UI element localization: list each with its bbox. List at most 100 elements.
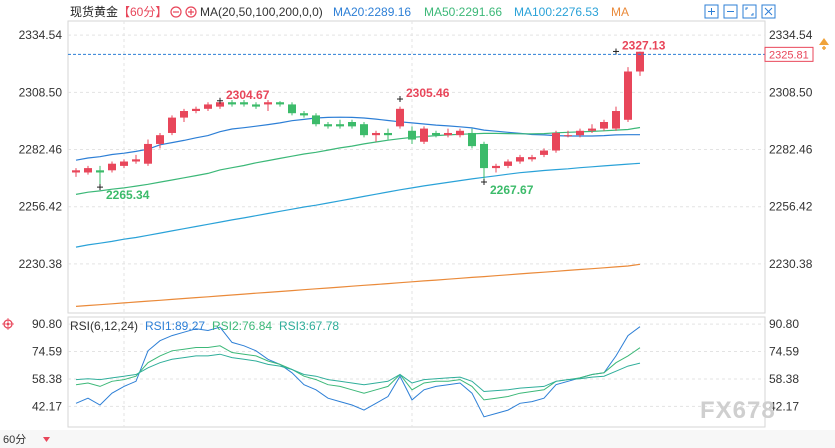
candle xyxy=(156,132,164,149)
candle xyxy=(588,124,596,133)
candle xyxy=(312,113,320,127)
candle xyxy=(564,130,572,138)
ma-line-ma20 xyxy=(75,116,640,161)
candle-body xyxy=(108,163,116,171)
candle-body xyxy=(132,159,140,162)
candle-body xyxy=(144,143,152,164)
rsi-tick-right: 90.80 xyxy=(769,317,799,331)
rsi-line-rsi2 xyxy=(75,345,641,401)
rsi-tick-right: 58.38 xyxy=(769,372,799,386)
candle xyxy=(168,115,176,136)
main-panel-frame xyxy=(67,20,766,314)
candle-body xyxy=(564,135,572,137)
candle-body xyxy=(624,71,632,120)
candle xyxy=(552,130,560,153)
price-annotations: 2304.67 2265.34 2305.46 2267.67 2327.13 xyxy=(97,38,666,202)
candle xyxy=(324,121,332,129)
candle-body xyxy=(504,161,512,166)
candle-body xyxy=(168,117,176,133)
annotation-label: 2304.67 xyxy=(226,88,270,102)
rsi-line-rsi1 xyxy=(75,326,641,418)
candle xyxy=(132,154,140,164)
annotation-label: 2267.67 xyxy=(490,183,534,197)
ma-line-ma50 xyxy=(75,126,641,195)
candlesticks xyxy=(72,51,644,188)
candle-body xyxy=(180,111,188,118)
price-tick-left: 2282.46 xyxy=(19,143,63,157)
candle xyxy=(180,108,188,122)
rsi-tick-left: 74.59 xyxy=(32,345,62,359)
rsi-label: RSI(6,12,24) xyxy=(70,319,138,333)
candle-body xyxy=(156,135,164,144)
candle-body xyxy=(72,170,80,173)
candle xyxy=(600,119,608,131)
candle-body xyxy=(456,130,464,136)
price-tick-left: 2256.42 xyxy=(19,200,63,214)
chevron-down-icon[interactable] xyxy=(43,437,50,442)
rsi-tick-left: 90.80 xyxy=(32,317,62,331)
candle xyxy=(480,141,488,182)
price-tick-right: 2308.50 xyxy=(769,85,813,99)
candle xyxy=(84,165,92,175)
candle xyxy=(384,128,392,140)
close-icon[interactable] xyxy=(761,4,776,19)
candle-body xyxy=(192,108,200,112)
annotation-low: 2265.34 xyxy=(97,184,150,202)
candle xyxy=(612,106,620,131)
candle-body xyxy=(120,161,128,166)
ma100-value: MA100:2276.53 xyxy=(514,5,599,19)
candle xyxy=(264,100,272,112)
main-grid xyxy=(68,21,765,427)
candle xyxy=(192,106,200,114)
ma-more: MA xyxy=(611,5,629,19)
price-tick-right: 2334.54 xyxy=(769,28,813,42)
candle-body xyxy=(576,130,584,136)
candle-body xyxy=(552,132,560,151)
rsi-panel-frame xyxy=(67,316,766,428)
candle xyxy=(408,126,416,144)
candle-body xyxy=(372,132,380,136)
fullscreen-icon[interactable] xyxy=(742,4,757,19)
candle-body xyxy=(252,104,260,107)
period-label[interactable]: 【60分】 xyxy=(118,5,167,19)
price-axis-labels: 2334.54 2334.54 2308.50 2308.50 2282.46 2282.… xyxy=(19,28,813,271)
candle-body xyxy=(84,168,92,173)
candle xyxy=(240,100,248,107)
annotation-high: 2305.46 xyxy=(397,86,450,103)
period-select[interactable]: 60分 xyxy=(3,433,50,446)
candle xyxy=(432,130,440,138)
candle xyxy=(288,102,296,116)
rsi3-value: RSI3:67.78 xyxy=(279,319,339,333)
candle-body xyxy=(216,102,224,107)
price-tick-right: 2230.38 xyxy=(769,257,813,271)
zoom-in-icon[interactable] xyxy=(704,4,719,19)
candle xyxy=(576,128,584,138)
candle-body xyxy=(432,132,440,136)
candle-body xyxy=(204,104,212,109)
price-tick-right: 2282.46 xyxy=(769,143,813,157)
clock-icon[interactable] xyxy=(170,6,182,18)
candle xyxy=(348,119,356,129)
settings-icon[interactable] xyxy=(2,318,14,330)
annotation-high: 2327.13 xyxy=(613,38,666,55)
candle-body xyxy=(636,51,644,72)
price-tick-left: 2230.38 xyxy=(19,257,63,271)
candle xyxy=(108,161,116,173)
zoom-out-icon[interactable] xyxy=(723,4,738,19)
candle-body xyxy=(288,104,296,114)
candle xyxy=(624,67,632,122)
annotation-label: 2327.13 xyxy=(622,38,666,52)
candle-body xyxy=(420,128,428,142)
candle-body xyxy=(600,121,608,129)
candle xyxy=(444,128,452,138)
expand-icon[interactable] xyxy=(185,6,197,18)
candle xyxy=(252,102,260,109)
candle xyxy=(636,51,644,76)
candle-body xyxy=(396,108,404,127)
annotation-label: 2305.46 xyxy=(406,86,450,100)
candle xyxy=(396,106,404,129)
alert-add-icon[interactable] xyxy=(819,38,829,50)
period-select-label[interactable]: 60分 xyxy=(3,433,26,446)
ma-line-ma200 xyxy=(75,263,641,307)
